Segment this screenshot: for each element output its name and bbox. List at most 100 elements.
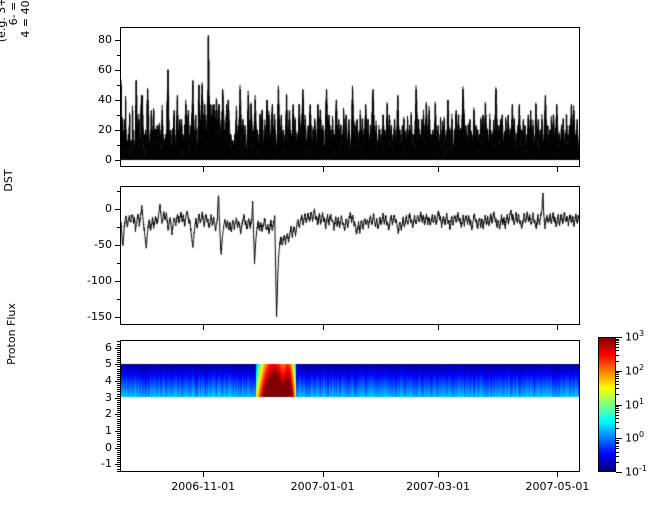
proton-flux-panel-yminortick [117,369,120,370]
proton-flux-colorbar-minor-tick [616,440,619,441]
proton-flux-panel-ytick-label-6: 5 [105,357,112,371]
proton-flux-colorbar-minor-tick [616,372,619,373]
proton-flux-colorbar-minor-tick [616,408,619,409]
proton-flux-panel-xtick-0 [203,472,204,477]
dst-index-panel-ytick-label-3: -150 [87,309,112,323]
proton-flux-panel-yminortick [117,385,120,386]
dst-index-panel-ylabel-line: DST [1,168,15,192]
proton-flux-panel-yminortick [117,429,120,430]
kp-index-panel-xtick-0 [203,167,204,172]
dst-index-panel-ytick-label-1: -50 [94,237,112,251]
kp-index-panel-yminortick [117,130,120,131]
proton-flux-panel-yminortick [117,423,120,424]
proton-flux-panel-xtick-3 [557,472,558,477]
proton-flux-panel-yminortick [117,364,120,365]
proton-flux-panel-yminortick [117,358,120,359]
proton-flux-panel-yminortick [117,371,120,372]
proton-flux-panel-yminortick [117,427,120,428]
proton-flux-panel [120,340,580,472]
proton-flux-colorbar-tick-0 [616,472,622,473]
kp-index-panel-xtick-1 [323,167,324,172]
proton-flux-panel-ytick-label-2: 1 [105,424,112,437]
proton-flux-panel-yminortick [117,350,120,351]
dst-index-panel-xtick-3 [557,325,558,330]
proton-flux-panel-yminortick [117,348,120,349]
proton-flux-panel-yminortick [117,456,120,457]
proton-flux-colorbar-minor-tick [616,384,619,385]
proton-flux-panel-yminortick [117,408,120,409]
proton-flux-panel-yminortick [117,414,120,415]
dst-index-panel-ytick-label-0: 0 [105,201,112,215]
proton-flux-panel-yminortick [117,446,120,447]
kp-index-panel-yminortick [117,55,120,56]
proton-flux-colorbar-minor-tick [616,415,619,416]
proton-flux-colorbar-minor-tick [616,378,619,379]
proton-flux-colorbar-minor-tick [616,452,619,453]
kp-index-panel-ylabel: Kp(e.g. 3+ = 33,6- = 57,4 = 40, etc.) [0,0,32,73]
proton-flux-colorbar-tick-2 [616,405,622,406]
proton-flux-panel-yminortick [117,425,120,426]
dst-index-panel-xtick-2 [438,325,439,330]
proton-flux-panel-yminortick [117,373,120,374]
dst-index-panel-xtick-1 [323,325,324,330]
proton-flux-panel-yminortick [117,383,120,384]
dst-index-panel-ylabel: DST [1,111,15,250]
proton-flux-panel-yminortick [117,437,120,438]
proton-flux-colorbar-minor-tick [616,406,619,407]
proton-flux-panel-yminortick [117,354,120,355]
dst-index-panel-yminortick [117,299,120,300]
proton-flux-panel-yminortick [117,406,120,407]
kp-index-panel-ytick-label-4: 80 [98,33,112,46]
proton-flux-panel-ylabel-line: Proton Flux [5,303,18,365]
proton-flux-panel-yminortick [117,381,120,382]
proton-flux-colorbar-minor-tick [616,412,619,413]
proton-flux-colorbar-tick-label-1: 100 [625,430,645,445]
proton-flux-colorbar-tick-1 [616,438,622,439]
proton-flux-panel-yminortick [117,356,120,357]
proton-flux-colorbar-tick-label-0: 10-1 [625,464,647,479]
proton-flux-panel-yminortick [117,433,120,434]
dst-index-panel [120,186,580,325]
dst-index-panel-ytick-label-2: -100 [87,273,112,287]
proton-flux-panel-yminortick [117,400,120,401]
kp-index-panel-yminortick [117,160,120,161]
proton-flux-panel-xtick-1 [323,472,324,477]
proton-flux-panel-ylabel: Proton Flux [5,268,18,400]
dst-index-panel-yminortick [117,245,120,246]
proton-flux-colorbar-minor-tick [616,443,619,444]
kp-index-panel-yminortick [117,100,120,101]
proton-flux-colorbar-minor-tick [616,344,619,345]
proton-flux-panel-yminortick [117,452,120,453]
proton-flux-panel-xtick-2 [438,472,439,477]
proton-flux-panel-ytick-label-3: 2 [105,407,112,421]
kp-index-panel-xtick-3 [557,167,558,172]
proton-flux-colorbar-minor-tick [616,442,619,443]
proton-flux-colorbar-minor-tick [616,376,619,377]
proton-flux-colorbar [598,337,616,472]
proton-flux-panel-yminortick [117,410,120,411]
proton-flux-panel-yminortick [117,416,120,417]
proton-flux-colorbar-minor-tick [616,456,619,457]
proton-flux-panel-yminortick [117,366,120,367]
dst-index-panel-yminortick [117,191,120,192]
dst-index-panel-yminortick [117,209,120,210]
proton-flux-panel-yminortick [117,402,120,403]
proton-flux-panel-yminortick [117,377,120,378]
proton-flux-panel-yminortick [117,469,120,470]
dst-index-panel-xtick-0 [203,325,204,330]
kp-index-panel-yminortick [117,115,120,116]
proton-flux-colorbar-minor-tick [616,410,619,411]
proton-flux-panel-yminortick [117,435,120,436]
proton-flux-panel-yminortick [117,441,120,442]
proton-flux-panel-yminortick [117,412,120,413]
kp-index-panel-ytick-label-3: 60 [98,63,112,76]
proton-flux-panel-yminortick [117,387,120,388]
kp-index-panel [120,27,580,167]
proton-flux-panel-canvas [121,341,579,471]
proton-flux-panel-yminortick [117,448,120,449]
proton-flux-panel-yminortick [117,439,120,440]
proton-flux-colorbar-minor-tick [616,388,619,389]
proton-flux-colorbar-tick-3 [616,371,622,372]
proton-flux-panel-xtick-label-1: 2007-01-01 [290,480,355,493]
proton-flux-colorbar-minor-tick [616,462,619,463]
